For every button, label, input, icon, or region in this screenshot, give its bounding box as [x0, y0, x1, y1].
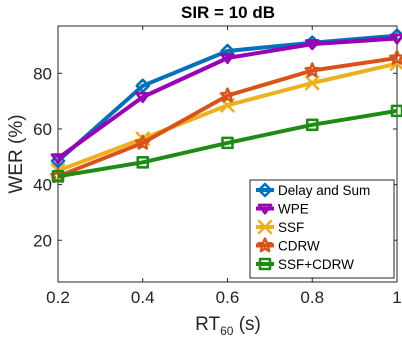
x-tick-label: 0.6 [216, 288, 240, 307]
legend-marker-delay-and-sum [257, 182, 273, 198]
data-point-ssf-cdrw [221, 136, 234, 150]
x-tick-label: 0.8 [300, 288, 324, 307]
y-axis: 20 40 60 80 [33, 64, 397, 250]
data-point-wpe [389, 33, 402, 45]
data-point-wpe [135, 92, 151, 104]
data-point-cdrw [304, 62, 321, 78]
legend-label: SSF+CDRW [278, 257, 354, 272]
y-tick-label: 40 [33, 176, 52, 195]
data-point-wpe [304, 39, 320, 51]
data-point-ssf-cdrw [51, 169, 65, 183]
series-line-cdrw [57, 56, 398, 179]
data-point-wpe [50, 153, 66, 165]
x-axis-label-unit: (s) [233, 314, 260, 335]
x-tick-label: 0.2 [46, 288, 70, 307]
chart-title: SIR = 10 dB [181, 3, 275, 22]
legend-marker-cdrw [257, 237, 273, 253]
data-point-cdrw [134, 134, 151, 150]
data-point-ssf-cdrw [305, 118, 319, 132]
x-axis-label: RT60 (s) [195, 314, 261, 338]
legend-item-ssf: SSF [256, 219, 304, 235]
data-point-cdrw [389, 49, 402, 65]
y-axis-label: WER (%) [6, 114, 27, 193]
legend-label: SSF [278, 220, 304, 235]
data-point-ssf-cdrw [136, 156, 150, 169]
legend-label: WPE [278, 202, 309, 217]
series-layer [50, 28, 402, 184]
y-tick-label: 80 [33, 64, 52, 83]
legend: Delay and Sum WPE SSF CDRW SSF+CDRW [249, 179, 395, 279]
legend-label: Delay and Sum [278, 183, 370, 198]
y-tick-label: 60 [33, 120, 52, 139]
y-tick-label: 20 [33, 231, 52, 250]
legend-marker-wpe [257, 203, 273, 215]
legend-item-ssf-cdrw: SSF+CDRW [256, 257, 354, 272]
x-axis-label-subscript: 60 [220, 324, 234, 338]
series-line-wpe [56, 36, 398, 160]
legend-item-delay-and-sum: Delay and Sum [256, 182, 370, 198]
data-point-ssf [304, 75, 320, 91]
data-point-ssf-cdrw [390, 104, 402, 118]
legend-item-wpe: WPE [256, 202, 309, 217]
data-point-cdrw [219, 87, 236, 103]
series-wpe [50, 33, 402, 165]
x-tick-label: 0.4 [131, 288, 155, 307]
x-axis: 0.2 0.4 0.6 0.8 1 [46, 26, 402, 307]
legend-label: CDRW [278, 239, 320, 254]
series-ssf-cdrw [51, 104, 402, 183]
legend-marker-ssf-cdrw [258, 257, 272, 271]
x-axis-label-main: RT [195, 314, 220, 335]
legend-marker-ssf [257, 219, 273, 235]
legend-item-cdrw: CDRW [256, 237, 320, 254]
series-line-ssf-cdrw [57, 108, 398, 179]
x-tick-label: 1 [392, 288, 401, 307]
data-point-wpe [220, 53, 235, 65]
data-point-delay-and-sum [135, 78, 151, 94]
